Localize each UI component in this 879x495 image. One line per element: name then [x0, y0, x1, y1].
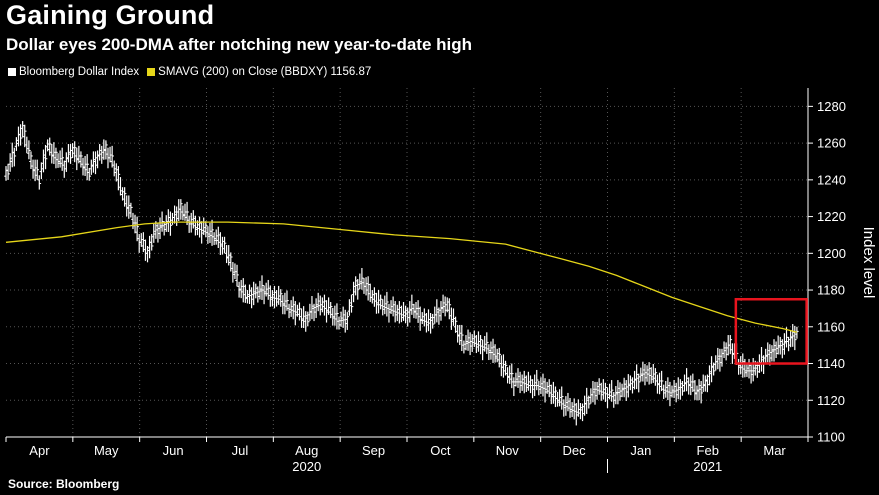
- y-axis-title: Index level: [860, 227, 877, 299]
- y-tick-label: 1180: [817, 283, 845, 298]
- y-tick-label: 1140: [817, 356, 845, 371]
- x-tick-label: Oct: [430, 443, 451, 458]
- x-tick-label: Jun: [163, 443, 184, 458]
- x-tick-label: Nov: [496, 443, 520, 458]
- highlight-box: [734, 297, 808, 365]
- x-tick-label: Dec: [563, 443, 587, 458]
- x-tick-label: Jan: [630, 443, 651, 458]
- legend-swatch-white: [8, 68, 16, 76]
- legend: Bloomberg Dollar Index SMAVG (200) on Cl…: [8, 66, 379, 78]
- x-tick-label: May: [94, 443, 119, 458]
- legend-label-index: Bloomberg Dollar Index: [19, 66, 140, 78]
- y-tick-label: 1120: [817, 393, 845, 408]
- y-tick-label: 1200: [817, 246, 846, 261]
- x-tick-label: Aug: [295, 443, 318, 458]
- y-tick-label: 1220: [817, 209, 846, 224]
- chart-title: Gaining Ground: [6, 0, 215, 30]
- source-note: Source: Bloomberg: [8, 477, 120, 491]
- x-tick-label: Jul: [232, 443, 249, 458]
- legend-item-index: Bloomberg Dollar Index: [8, 66, 139, 78]
- legend-swatch-yellow: [147, 68, 156, 76]
- x-tick-label: Sep: [362, 443, 385, 458]
- x-tick-label: Feb: [697, 443, 719, 458]
- x-tick-label: Mar: [763, 443, 786, 458]
- y-tick-label: 1160: [817, 319, 845, 334]
- y-tick-label: 1240: [817, 172, 846, 187]
- sma-line: [5, 221, 798, 333]
- x-tick-label: Apr: [29, 443, 50, 458]
- y-tick-label: 1100: [817, 430, 845, 445]
- legend-label-sma: SMAVG (200) on Close (BBDXY) 1156.87: [158, 66, 372, 78]
- y-tick-label: 1260: [817, 136, 846, 151]
- y-tick-label: 1280: [817, 99, 846, 114]
- chart-subtitle: Dollar eyes 200-DMA after notching new y…: [6, 35, 473, 54]
- year-label: 2020: [292, 459, 321, 474]
- year-label: 2021: [693, 459, 722, 474]
- legend-item-sma: SMAVG (200) on Close (BBDXY) 1156.87: [147, 66, 371, 78]
